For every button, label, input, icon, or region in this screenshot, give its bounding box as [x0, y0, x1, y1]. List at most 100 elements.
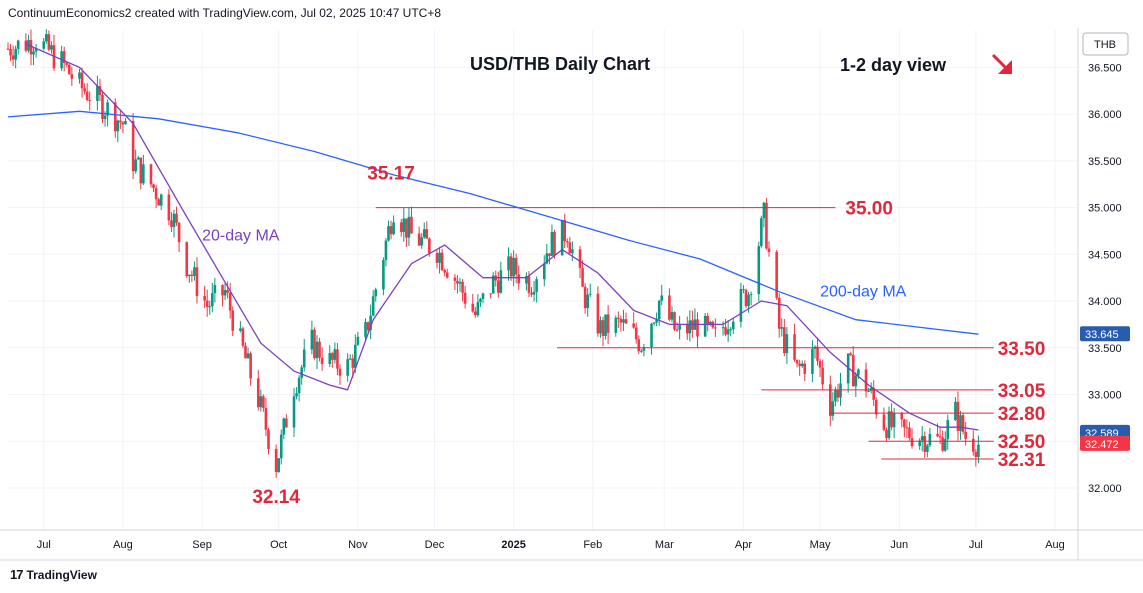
candle-body — [14, 48, 17, 60]
candle-body — [113, 102, 117, 132]
candle-body — [226, 290, 229, 293]
candle-body — [371, 296, 375, 316]
candle-body — [103, 115, 107, 119]
candle-body — [803, 363, 807, 374]
candle-body — [527, 276, 531, 293]
candle-body — [959, 415, 962, 431]
candle-body — [637, 339, 641, 352]
candle-body — [798, 363, 801, 367]
candle-body — [668, 295, 671, 320]
candle-body — [542, 263, 546, 280]
candle-body — [729, 329, 732, 331]
candle-body — [474, 311, 477, 316]
candle-body — [249, 353, 252, 379]
x-tick-label: Aug — [1045, 539, 1065, 551]
candle-body — [328, 353, 332, 364]
candle-body — [481, 293, 485, 299]
candle-body — [154, 188, 158, 200]
candle-body — [295, 393, 298, 397]
candle-body — [560, 220, 564, 256]
candle-body — [297, 377, 301, 394]
candle-body — [749, 294, 753, 296]
candle-body — [974, 451, 978, 457]
candle-body — [262, 396, 265, 408]
candle-body — [106, 102, 109, 116]
candle-body — [407, 216, 411, 238]
candle-body — [708, 321, 712, 324]
candle-body — [476, 301, 480, 316]
candle-body — [675, 329, 679, 331]
candle-body — [149, 164, 153, 185]
x-tick-label: May — [810, 539, 831, 551]
currency-label: THB — [1094, 39, 1116, 51]
candle-body — [783, 327, 786, 354]
candle-body — [670, 312, 674, 320]
candle-body — [926, 445, 929, 452]
candle-body — [514, 257, 518, 275]
candle-body — [943, 439, 947, 451]
candle-body — [836, 389, 840, 398]
candle-body — [777, 297, 781, 329]
candle-body — [369, 315, 372, 331]
candle-body — [62, 51, 66, 63]
candle-body — [903, 419, 906, 428]
candle-body — [471, 303, 475, 312]
y-tick-label: 33.500 — [1088, 343, 1122, 355]
candle-body — [923, 436, 927, 452]
candle-body — [655, 319, 658, 323]
candle-body — [351, 358, 355, 368]
candle-body — [210, 293, 214, 307]
candle-body — [954, 401, 957, 421]
arrow-head — [998, 60, 1012, 74]
y-tick-label: 36.000 — [1088, 109, 1122, 121]
candle-body — [34, 48, 38, 52]
candle-body — [961, 415, 965, 432]
candle-body — [882, 414, 886, 430]
candle-body — [346, 359, 349, 376]
candle-body — [885, 429, 888, 439]
x-tick-label: Mar — [655, 539, 674, 551]
candle-body — [678, 323, 681, 330]
grid-lines — [8, 30, 1078, 530]
candle-body — [634, 327, 638, 340]
candle-body — [964, 431, 967, 439]
x-tick-label: Oct — [270, 539, 287, 551]
candle-body — [673, 312, 676, 330]
candle-body — [872, 387, 876, 400]
candle-body — [78, 72, 81, 79]
candle-body — [228, 292, 232, 311]
candle-body — [6, 48, 10, 50]
candle-body — [714, 327, 717, 329]
candle-body — [159, 194, 163, 206]
candle-body — [456, 280, 459, 284]
candle-body — [399, 222, 403, 232]
candle-body — [195, 267, 199, 297]
price-tag — [1080, 435, 1130, 451]
candle-body — [793, 334, 796, 360]
candle-body — [443, 270, 446, 273]
candle-body — [336, 349, 339, 369]
candle-body — [905, 427, 909, 429]
candle-body — [509, 256, 513, 277]
candle-body — [310, 329, 314, 350]
candle-body — [9, 48, 12, 56]
chart-subtitle: 1-2 day view — [840, 55, 947, 75]
tradingview-brand[interactable]: 17 TradingView — [10, 567, 97, 582]
candle-body — [624, 319, 628, 324]
candle-body — [410, 216, 413, 234]
candle-body — [765, 202, 768, 249]
candle-body — [124, 120, 127, 125]
candle-body — [96, 86, 99, 101]
candle-body — [640, 350, 643, 352]
candle-body — [136, 157, 140, 160]
candle-body — [839, 383, 842, 398]
candle-body — [83, 88, 86, 92]
candle-body — [583, 286, 587, 309]
y-tick-label: 36.500 — [1088, 62, 1122, 74]
candle-body — [553, 231, 556, 256]
candle-body — [354, 344, 357, 368]
candle-body — [851, 354, 855, 387]
candle-body — [571, 249, 574, 254]
candle-body — [285, 418, 288, 428]
